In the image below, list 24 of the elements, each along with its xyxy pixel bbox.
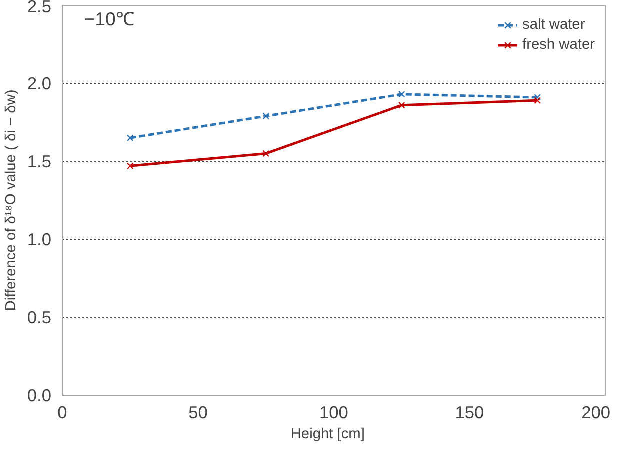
y-tick-label: 1.0 [27,230,52,250]
point [534,97,542,104]
y-tick-label: 2.5 [27,0,52,16]
x-tick-label: 100 [320,402,348,422]
point [126,162,134,170]
x-tick-label: 0 [58,402,68,422]
point [398,90,406,98]
y-tick-label: 0.0 [27,386,52,406]
y-axis-title: Difference of δ¹⁸O value ( δi − δw) [3,90,20,312]
x-tick-label: 50 [188,402,208,422]
legend-label: salt water [522,17,586,33]
y-tick-label: 1.5 [27,152,52,172]
point [126,134,134,142]
y-tick-label: 2.0 [27,74,52,94]
point [534,94,542,101]
point [262,150,270,158]
x-tick-label: 200 [582,402,611,422]
point [262,112,270,120]
legend-label: fresh water [522,37,595,53]
x-tick-label: 150 [455,402,484,422]
y-tick-label: 0.5 [27,308,52,328]
x-axis-title: Height [cm] [290,426,365,442]
annotation: −10℃ [84,8,135,30]
point [398,102,406,109]
